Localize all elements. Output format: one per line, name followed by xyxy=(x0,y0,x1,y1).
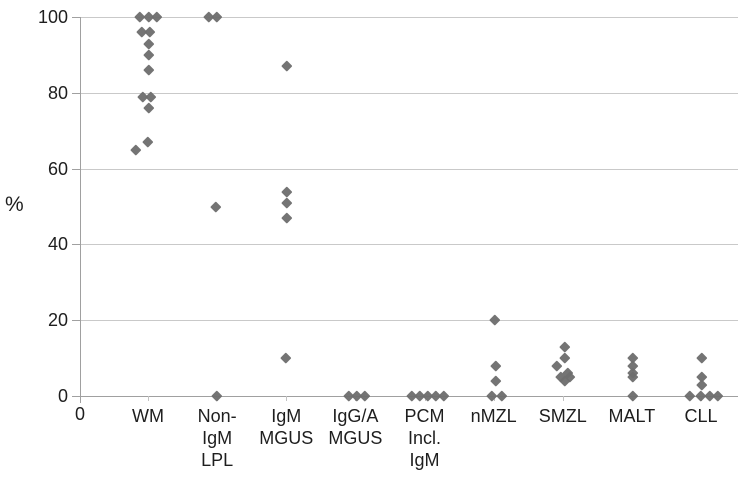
data-point-diamond xyxy=(281,197,293,209)
data-point-diamond xyxy=(496,390,507,402)
data-point-diamond xyxy=(143,49,155,61)
data-point-diamond xyxy=(438,390,449,402)
data-point-diamond xyxy=(358,390,370,402)
x-axis-tick xyxy=(148,396,149,401)
x-axis-tick xyxy=(562,396,564,401)
data-point-diamond xyxy=(142,136,154,148)
data-point-diamond xyxy=(281,212,293,224)
data-point-diamond xyxy=(696,352,708,364)
data-point-diamond xyxy=(281,60,293,72)
y-axis-line xyxy=(80,17,81,403)
x-axis-tick xyxy=(286,396,288,401)
y-tick-label: 40 xyxy=(47,234,68,255)
gridline xyxy=(80,92,738,94)
data-point-diamond xyxy=(151,11,163,23)
data-point-diamond xyxy=(490,375,501,387)
x-category-label: PCM Incl. IgM xyxy=(404,406,445,470)
x-origin-label: 0 xyxy=(74,404,85,424)
data-point-diamond xyxy=(559,341,571,353)
gridline xyxy=(80,17,738,18)
y-axis-tick xyxy=(72,17,80,18)
data-point-diamond xyxy=(696,379,708,390)
y-axis-tick xyxy=(72,396,80,397)
data-point-diamond xyxy=(551,360,563,372)
data-point-diamond xyxy=(486,390,497,402)
y-tick-label: 60 xyxy=(47,158,68,179)
data-point-diamond xyxy=(211,390,223,402)
y-axis-tick xyxy=(72,244,80,246)
y-tick-label: 0 xyxy=(57,386,68,406)
data-point-diamond xyxy=(143,38,155,49)
data-point-diamond xyxy=(490,360,501,372)
data-point-diamond xyxy=(489,314,500,326)
data-point-diamond xyxy=(684,390,696,402)
data-point-diamond xyxy=(143,64,155,76)
x-category-label: MALT xyxy=(608,406,656,426)
data-point-diamond xyxy=(130,144,142,156)
y-axis-title: % xyxy=(5,193,24,216)
gridline xyxy=(80,320,738,322)
x-category-label: IgG/A MGUS xyxy=(328,406,383,448)
y-tick-label: 100 xyxy=(37,7,68,27)
data-point-diamond xyxy=(280,352,292,364)
y-tick-label: 20 xyxy=(47,310,68,331)
x-category-label: Non- IgM LPL xyxy=(197,406,237,470)
data-point-diamond xyxy=(143,102,155,114)
data-point-diamond xyxy=(712,390,724,402)
data-point-diamond xyxy=(627,390,639,402)
data-point-diamond xyxy=(559,352,571,364)
y-tick-label: 80 xyxy=(47,82,68,103)
data-point-diamond xyxy=(144,26,156,38)
y-axis-tick xyxy=(72,168,80,170)
data-point-diamond xyxy=(210,201,222,212)
y-axis-tick xyxy=(72,320,80,322)
gridline xyxy=(80,168,738,170)
x-category-label: SMZL xyxy=(538,406,587,426)
x-category-label: nMZL xyxy=(470,406,517,426)
x-category-label: CLL xyxy=(684,406,718,426)
gridline xyxy=(80,244,738,246)
x-category-label: WM xyxy=(132,406,164,426)
y-axis-tick xyxy=(72,92,80,94)
x-category-label: IgM MGUS xyxy=(259,406,314,448)
data-point-diamond xyxy=(281,185,293,197)
data-point-diamond xyxy=(211,11,223,23)
